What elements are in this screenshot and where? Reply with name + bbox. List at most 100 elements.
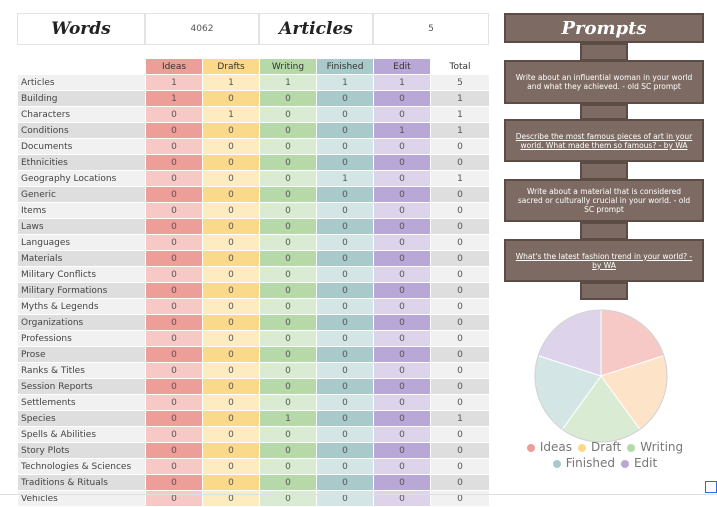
cell-finished[interactable]: 0	[316, 314, 374, 331]
cell-writing[interactable]: 0	[259, 202, 317, 219]
cell-drafts[interactable]: 0	[202, 154, 260, 171]
cell-ideas[interactable]: 0	[145, 266, 203, 283]
row-label[interactable]: Laws	[17, 218, 146, 235]
cell-finished[interactable]: 0	[316, 330, 374, 347]
cell-drafts[interactable]: 0	[202, 426, 260, 443]
cell-finished[interactable]: 0	[316, 474, 374, 491]
cell-total[interactable]: 0	[430, 426, 490, 443]
prompt-link-4[interactable]: What's the latest fashion trend in your …	[515, 251, 693, 270]
row-label[interactable]: Species	[17, 410, 146, 427]
cell-edit[interactable]: 0	[373, 186, 431, 203]
cell-ideas[interactable]: 0	[145, 122, 203, 139]
cell-ideas[interactable]: 0	[145, 202, 203, 219]
cell-ideas[interactable]: 0	[145, 234, 203, 251]
cell-writing[interactable]: 0	[259, 394, 317, 411]
cell-drafts[interactable]: 0	[202, 170, 260, 187]
cell-total[interactable]: 0	[430, 394, 490, 411]
header-writing[interactable]: Writing	[259, 58, 317, 75]
cell-drafts[interactable]: 0	[202, 218, 260, 235]
legend-item-draft[interactable]: Draft	[578, 439, 621, 455]
cell-writing[interactable]: 0	[259, 122, 317, 139]
cell-drafts[interactable]: 0	[202, 346, 260, 363]
cell-finished[interactable]: 0	[316, 426, 374, 443]
cell-drafts[interactable]: 0	[202, 362, 260, 379]
cell-writing[interactable]: 0	[259, 490, 317, 507]
cell-finished[interactable]: 0	[316, 250, 374, 267]
header-ideas[interactable]: Ideas	[145, 58, 203, 75]
cell-drafts[interactable]: 0	[202, 122, 260, 139]
header-edit[interactable]: Edit	[373, 58, 431, 75]
cell-ideas[interactable]: 0	[145, 474, 203, 491]
cell-finished[interactable]: 0	[316, 138, 374, 155]
cell-edit[interactable]: 0	[373, 266, 431, 283]
cell-finished[interactable]: 0	[316, 186, 374, 203]
cell-ideas[interactable]: 0	[145, 490, 203, 507]
cell-ideas[interactable]: 0	[145, 170, 203, 187]
cell-drafts[interactable]: 0	[202, 394, 260, 411]
cell-finished[interactable]: 0	[316, 122, 374, 139]
cell-writing[interactable]: 0	[259, 314, 317, 331]
row-label[interactable]: Items	[17, 202, 146, 219]
articles-value[interactable]: 5	[373, 13, 489, 45]
cell-total[interactable]: 0	[430, 362, 490, 379]
cell-ideas[interactable]: 0	[145, 154, 203, 171]
cell-edit[interactable]: 0	[373, 234, 431, 251]
cell-total[interactable]: 0	[430, 298, 490, 315]
cell-edit[interactable]: 0	[373, 346, 431, 363]
cell-finished[interactable]: 0	[316, 490, 374, 507]
row-label[interactable]: Myths & Legends	[17, 298, 146, 315]
cell-total[interactable]: 0	[430, 330, 490, 347]
cell-finished[interactable]: 0	[316, 90, 374, 107]
cell-edit[interactable]: 0	[373, 170, 431, 187]
cell-ideas[interactable]: 0	[145, 314, 203, 331]
prompt-card-4[interactable]: What's the latest fashion trend in your …	[504, 239, 704, 282]
cell-drafts[interactable]: 1	[202, 74, 260, 91]
cell-finished[interactable]: 0	[316, 378, 374, 395]
cell-drafts[interactable]: 0	[202, 250, 260, 267]
row-label[interactable]: Materials	[17, 250, 146, 267]
prompt-card-1[interactable]: Write about an influential woman in your…	[504, 60, 704, 104]
cell-drafts[interactable]: 0	[202, 474, 260, 491]
cell-edit[interactable]: 0	[373, 106, 431, 123]
cell-finished[interactable]: 0	[316, 362, 374, 379]
cell-edit[interactable]: 0	[373, 362, 431, 379]
row-label[interactable]: Articles	[17, 74, 146, 91]
cell-writing[interactable]: 1	[259, 74, 317, 91]
cell-ideas[interactable]: 0	[145, 426, 203, 443]
cell-edit[interactable]: 0	[373, 458, 431, 475]
cell-ideas[interactable]: 0	[145, 458, 203, 475]
cell-ideas[interactable]: 0	[145, 218, 203, 235]
prompt-link-2[interactable]: Describe the most famous pieces of art i…	[515, 131, 693, 150]
cell-ideas[interactable]: 0	[145, 250, 203, 267]
row-label[interactable]: Ethnicities	[17, 154, 146, 171]
cell-writing[interactable]: 0	[259, 154, 317, 171]
row-label[interactable]: Technologies & Sciences	[17, 458, 146, 475]
cell-total[interactable]: 0	[430, 266, 490, 283]
cell-edit[interactable]: 1	[373, 122, 431, 139]
cell-ideas[interactable]: 0	[145, 106, 203, 123]
prompt-card-2[interactable]: Describe the most famous pieces of art i…	[504, 119, 704, 162]
legend-item-edit[interactable]: Edit	[620, 455, 657, 471]
cell-total[interactable]: 1	[430, 410, 490, 427]
cell-finished[interactable]: 0	[316, 410, 374, 427]
cell-ideas[interactable]: 1	[145, 74, 203, 91]
cell-drafts[interactable]: 1	[202, 106, 260, 123]
cell-edit[interactable]: 0	[373, 154, 431, 171]
row-label[interactable]: Characters	[17, 106, 146, 123]
cell-drafts[interactable]: 0	[202, 282, 260, 299]
cell-total[interactable]: 0	[430, 314, 490, 331]
cell-ideas[interactable]: 0	[145, 394, 203, 411]
cell-edit[interactable]: 0	[373, 442, 431, 459]
cell-total[interactable]: 1	[430, 122, 490, 139]
legend-item-ideas[interactable]: Ideas	[526, 439, 572, 455]
cell-writing[interactable]: 0	[259, 282, 317, 299]
cell-finished[interactable]: 0	[316, 282, 374, 299]
cell-edit[interactable]: 0	[373, 250, 431, 267]
cell-ideas[interactable]: 0	[145, 346, 203, 363]
row-label[interactable]: Prose	[17, 346, 146, 363]
row-label[interactable]: Professions	[17, 330, 146, 347]
cell-edit[interactable]: 0	[373, 378, 431, 395]
cell-total[interactable]: 0	[430, 138, 490, 155]
cell-drafts[interactable]: 0	[202, 202, 260, 219]
cell-edit[interactable]: 0	[373, 474, 431, 491]
